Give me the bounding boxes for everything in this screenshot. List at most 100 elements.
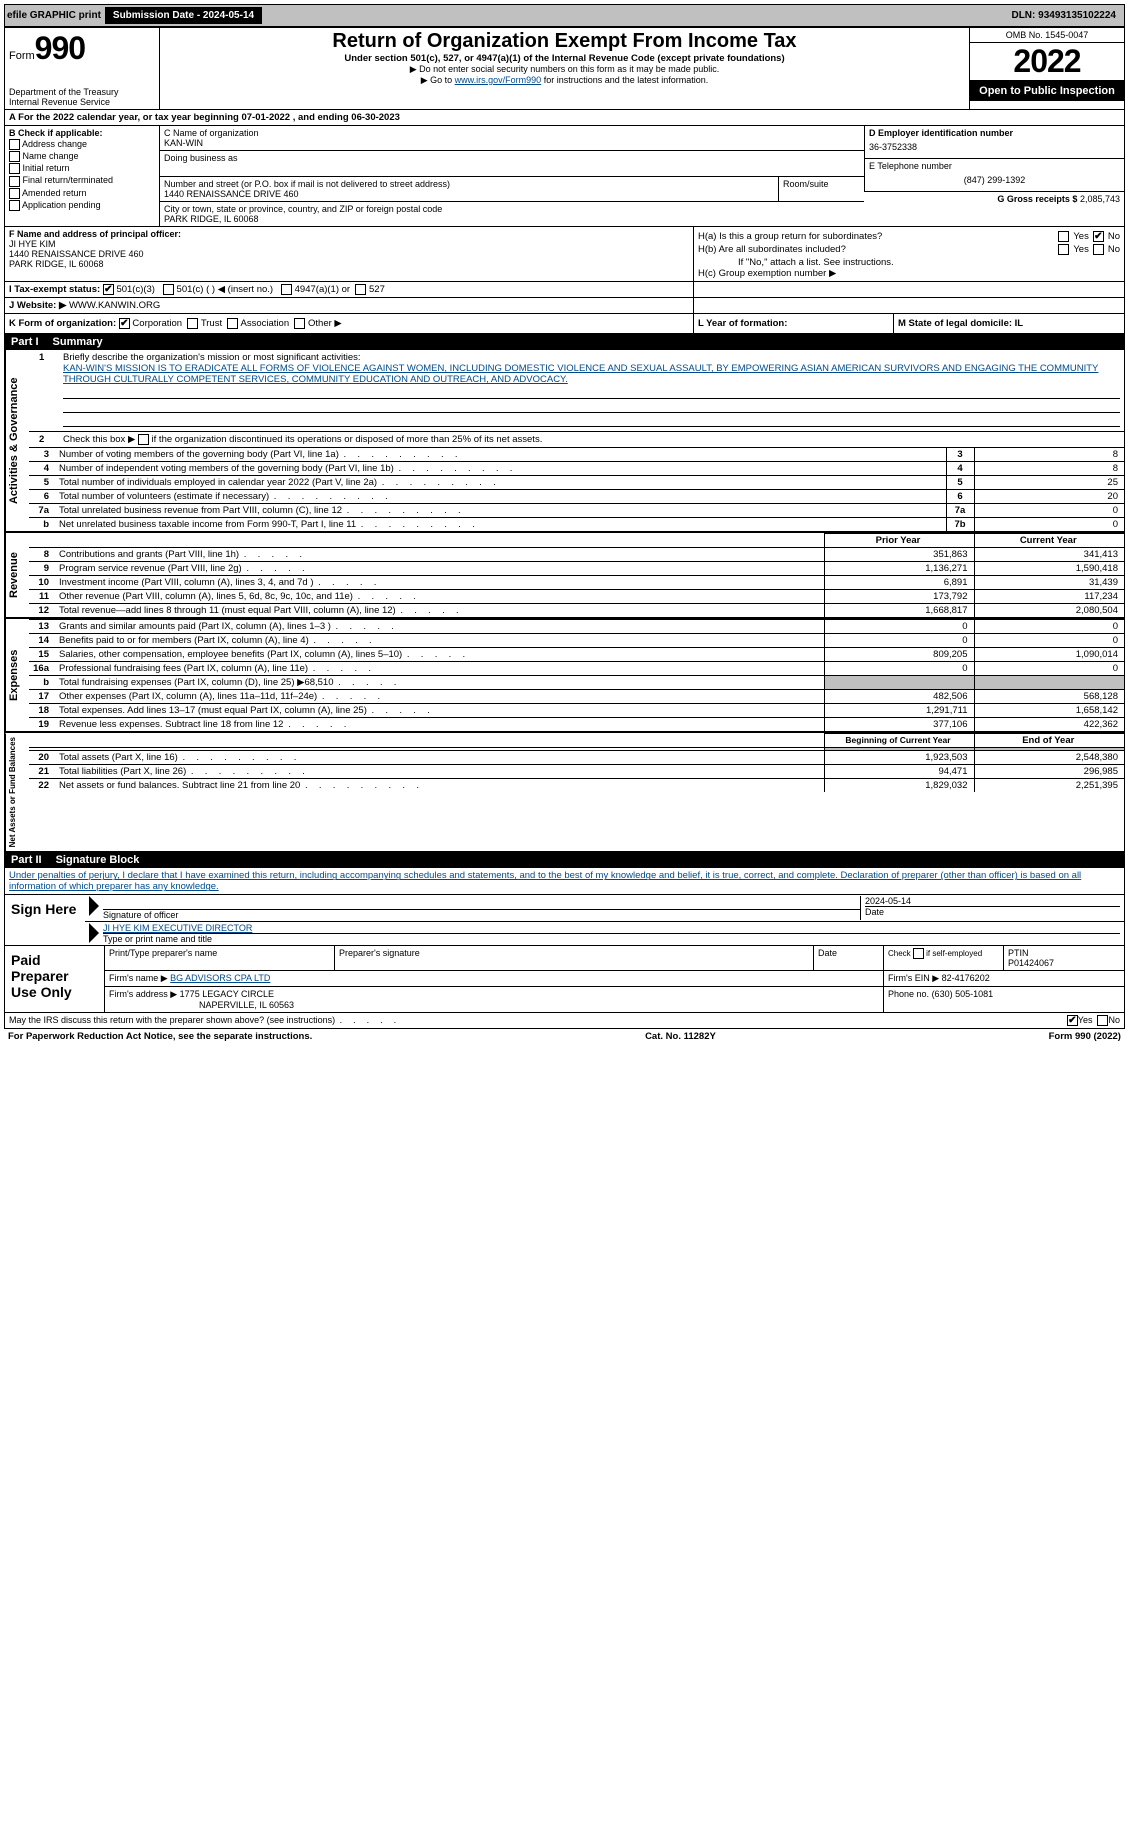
cb-corp[interactable] — [119, 318, 130, 329]
cb-ha-no[interactable] — [1093, 231, 1104, 242]
col-h: H(a) Is this a group return for subordin… — [694, 227, 1124, 281]
hb-label: H(b) Are all subordinates included? — [698, 244, 1054, 255]
footer: For Paperwork Reduction Act Notice, see … — [4, 1029, 1125, 1044]
cb-irs-yes[interactable] — [1067, 1015, 1078, 1026]
city-value: PARK RIDGE, IL 60068 — [164, 214, 860, 224]
exp-table: 13Grants and similar amounts paid (Part … — [29, 619, 1124, 731]
opt-address-change: Address change — [22, 139, 87, 149]
website-value: WWW.KANWIN.ORG — [69, 300, 160, 311]
sig-officer-label: Signature of officer — [103, 910, 860, 920]
cb-ha-yes[interactable] — [1058, 231, 1069, 242]
part1-exp-section: Expenses 13Grants and similar amounts pa… — [5, 619, 1124, 733]
f-label: F Name and address of principal officer: — [9, 229, 689, 239]
part2-title: Signature Block — [56, 854, 140, 866]
paperwork-notice: For Paperwork Reduction Act Notice, see … — [8, 1031, 312, 1042]
section-fh: F Name and address of principal officer:… — [5, 227, 1124, 282]
street-address: 1440 RENAISSANCE DRIVE 460 — [164, 189, 774, 199]
firm-addr-label: Firm's address ▶ — [109, 989, 177, 999]
opt-final-return: Final return/terminated — [23, 175, 114, 185]
form-header: Form990 Department of the Treasury Inter… — [5, 28, 1124, 110]
na-table: Beginning of Current YearEnd of Year 20T… — [29, 733, 1124, 792]
i-label: I Tax-exempt status: — [9, 284, 100, 295]
officer-addr1: 1440 RENAISSANCE DRIVE 460 — [9, 249, 689, 259]
part2-num: Part II — [11, 854, 42, 866]
opt-name-change: Name change — [23, 151, 79, 161]
mission-text: KAN-WIN'S MISSION IS TO ERADICATE ALL FO… — [63, 363, 1098, 385]
m-label: M State of legal domicile: IL — [898, 318, 1023, 329]
firm-addr1: 1775 LEGACY CIRCLE — [180, 989, 274, 999]
col-c: C Name of organization KAN-WIN Doing bus… — [160, 126, 864, 226]
col-prior: Prior Year — [824, 534, 974, 548]
submission-date-button[interactable]: Submission Date - 2024-05-14 — [105, 7, 262, 24]
cb-irs-no[interactable] — [1097, 1015, 1108, 1026]
officer-name: JI HYE KIM — [9, 239, 689, 249]
cb-address-change[interactable] — [9, 139, 20, 150]
paid-label: Paid Preparer Use Only — [5, 946, 105, 1012]
part1-header: Part I Summary — [5, 334, 1124, 350]
officer-addr2: PARK RIDGE, IL 60068 — [9, 259, 689, 269]
cb-final-return[interactable] — [9, 176, 20, 187]
prep-sig-label: Preparer's signature — [335, 946, 814, 970]
hc-label: H(c) Group exemption number ▶ — [698, 268, 1120, 279]
may-irs-text: May the IRS discuss this return with the… — [9, 1015, 335, 1025]
irs-link[interactable]: www.irs.gov/Form990 — [455, 75, 542, 85]
k-assoc: Association — [241, 318, 290, 329]
subtitle-1: Under section 501(c), 527, or 4947(a)(1)… — [168, 53, 961, 64]
sig-date-label: Date — [865, 907, 1120, 917]
dln: DLN: 93493135102224 — [1011, 10, 1122, 21]
cb-4947[interactable] — [281, 284, 292, 295]
row-j: J Website: ▶ WWW.KANWIN.ORG — [5, 298, 1124, 314]
row-klm: K Form of organization: Corporation Trus… — [5, 314, 1124, 334]
check-self-label: Check if self-employed — [888, 949, 982, 958]
k-label: K Form of organization: — [9, 318, 116, 329]
top-bar: efile GRAPHIC print Submission Date - 20… — [4, 4, 1125, 27]
l-label: L Year of formation: — [698, 318, 787, 329]
col-current: Current Year — [974, 534, 1124, 548]
sign-here-row: Sign Here Signature of officer 2024-05-1… — [5, 894, 1124, 945]
irs-label: Internal Revenue Service — [9, 97, 155, 107]
form-label: Form — [9, 50, 35, 62]
city-label: City or town, state or province, country… — [164, 204, 860, 214]
ptin-value: P01424067 — [1008, 958, 1120, 968]
cb-amended[interactable] — [9, 188, 20, 199]
i-501c: 501(c) ( ) ◀ (insert no.) — [177, 284, 274, 295]
paid-preparer-section: Paid Preparer Use Only Print/Type prepar… — [5, 945, 1124, 1012]
col-begin: Beginning of Current Year — [824, 734, 974, 748]
subtitle-2: ▶ Do not enter social security numbers o… — [168, 64, 961, 75]
cb-527[interactable] — [355, 284, 366, 295]
prep-phone: (630) 505-1081 — [932, 989, 994, 999]
type-name-label: Type or print name and title — [103, 934, 1120, 944]
vert-activities: Activities & Governance — [5, 350, 29, 531]
cb-assoc[interactable] — [227, 318, 238, 329]
vert-revenue: Revenue — [5, 533, 29, 617]
arrow-icon-2 — [89, 923, 99, 943]
open-public: Open to Public Inspection — [970, 81, 1124, 101]
cb-trust[interactable] — [187, 318, 198, 329]
cb-self-employed[interactable] — [913, 948, 924, 959]
cb-501c[interactable] — [163, 284, 174, 295]
irs-yes: Yes — [1078, 1015, 1093, 1026]
vert-expenses: Expenses — [5, 619, 29, 731]
goto-post: for instructions and the latest informat… — [541, 75, 708, 85]
cb-discontinued[interactable] — [138, 434, 149, 445]
cb-501c3[interactable] — [103, 284, 114, 295]
cb-hb-no[interactable] — [1093, 244, 1104, 255]
ha-no: No — [1108, 231, 1120, 242]
cb-name-change[interactable] — [9, 151, 20, 162]
opt-amended: Amended return — [22, 188, 87, 198]
addr-label: Number and street (or P.O. box if mail i… — [164, 179, 774, 189]
prep-name-label: Print/Type preparer's name — [105, 946, 335, 970]
cb-app-pending[interactable] — [9, 200, 20, 211]
cb-other[interactable] — [294, 318, 305, 329]
cb-initial-return[interactable] — [9, 163, 20, 174]
form-title: Return of Organization Exempt From Incom… — [168, 30, 961, 53]
hb-note: If "No," attach a list. See instructions… — [698, 257, 1120, 268]
c-label: C Name of organization — [164, 128, 860, 138]
goto-pre: ▶ Go to — [421, 75, 455, 85]
cb-hb-yes[interactable] — [1058, 244, 1069, 255]
ha-yes: Yes — [1073, 231, 1089, 242]
header-left: Form990 Department of the Treasury Inter… — [5, 28, 160, 109]
k-trust: Trust — [201, 318, 222, 329]
cat-no: Cat. No. 11282Y — [645, 1031, 716, 1042]
footer-form: Form 990 (2022) — [1049, 1031, 1121, 1042]
